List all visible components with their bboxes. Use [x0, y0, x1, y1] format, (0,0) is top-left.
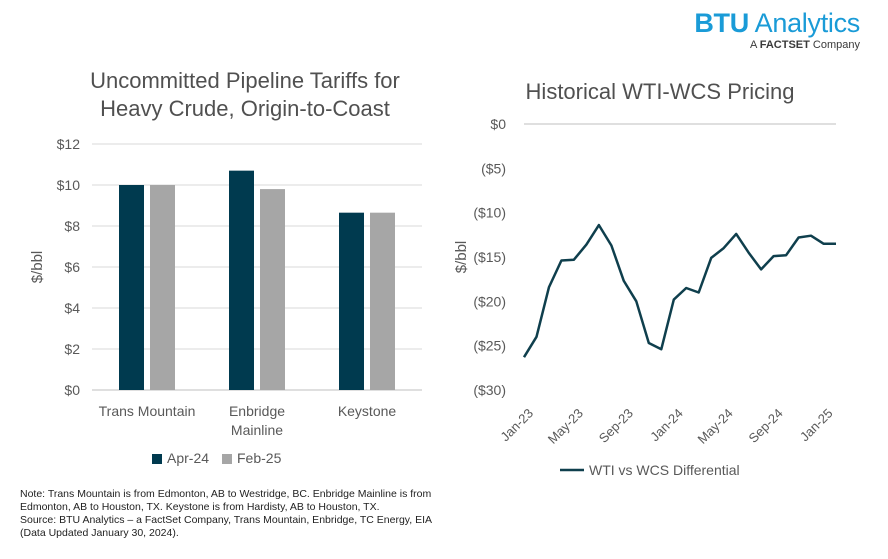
- line-y-axis-label: $/bbl: [453, 241, 470, 274]
- legend-label-apr-24: Apr-24: [167, 450, 209, 466]
- line-x-tick-label: Sep-24: [745, 406, 785, 446]
- bar-chart-title-line-1: Uncommitted Pipeline Tariffs for: [90, 68, 400, 93]
- line-chart: $0 ($5) ($10) ($15) ($20) ($25) ($30) $/bbl Jan-…: [453, 116, 836, 478]
- logo-tagline-factset: FACTSET: [759, 39, 810, 51]
- line-y-tick-label: ($20): [473, 293, 506, 309]
- wti-wcs-differential-line: [522, 223, 836, 358]
- line-x-tick-label: May-24: [695, 406, 736, 447]
- bar-y-axis-label: $/bbl: [29, 251, 46, 284]
- line-y-tick-label: ($10): [473, 205, 506, 221]
- legend-label-feb-25: Feb-25: [237, 450, 282, 466]
- btu-analytics-logo: BTU Analytics A FACTSET Company: [694, 8, 860, 51]
- line-y-tick-label: ($30): [473, 382, 506, 398]
- bar-y-tick-label: $10: [57, 177, 81, 193]
- chart-notes: Note: Trans Mountain is from Edmonton, A…: [20, 488, 435, 540]
- logo-analytics: Analytics: [748, 8, 861, 38]
- bar-category-label: Mainline: [231, 422, 283, 438]
- logo-tagline-pre: A: [749, 39, 760, 51]
- bar-y-tick-label: $0: [64, 382, 80, 398]
- bar-y-tick-label: $2: [64, 341, 80, 357]
- bar-category-label: Trans Mountain: [99, 403, 196, 419]
- line-y-tick-label: ($15): [473, 249, 506, 265]
- bar-y-tick-label: $4: [64, 300, 80, 316]
- bar-y-tick-label: $12: [57, 136, 81, 152]
- line-chart-title: Historical WTI-WCS Pricing: [525, 79, 795, 104]
- bar-category-label: Keystone: [338, 403, 397, 419]
- bar-chart-title: Uncommitted Pipeline Tariffs for Heavy C…: [40, 67, 450, 123]
- logo-wordmark: BTU Analytics: [694, 8, 860, 38]
- line-x-tick-label: Jan-23: [497, 406, 536, 445]
- legend-label-wti-wcs: WTI vs WCS Differential: [589, 462, 740, 478]
- bar-y-tick-label: $6: [64, 259, 80, 275]
- bar-y-tick-label: $8: [64, 218, 80, 234]
- line-x-tick-label: Jan-25: [797, 406, 836, 445]
- bar-apr-24: [119, 185, 144, 390]
- line-y-tick-label: ($5): [481, 160, 506, 176]
- bar-feb-25: [150, 185, 175, 390]
- bar-category-label: Enbridge: [229, 403, 285, 419]
- legend-swatch-feb-25: [222, 454, 232, 464]
- logo-tagline-post: Company: [809, 39, 860, 51]
- line-x-tick-label: Sep-23: [596, 406, 636, 446]
- bar-chart-title-line-2: Heavy Crude, Origin-to-Coast: [100, 96, 390, 121]
- logo-btu: BTU: [694, 8, 749, 38]
- line-y-tick-label: $0: [490, 116, 506, 132]
- source-text: Source: BTU Analytics – a FactSet Compan…: [20, 514, 432, 539]
- bar-feb-25: [260, 189, 285, 390]
- bar-apr-24: [339, 212, 364, 390]
- bar-apr-24: [229, 170, 254, 390]
- legend-swatch-apr-24: [152, 454, 162, 464]
- note-text: Note: Trans Mountain is from Edmonton, A…: [20, 488, 432, 513]
- line-y-tick-label: ($25): [473, 338, 506, 354]
- bar-chart: $0 $2 $4 $6 $8 $10 $12 $/bbl Trans Mountain Enbri…: [29, 136, 422, 466]
- bar-feb-25: [370, 212, 395, 390]
- logo-tagline: A FACTSET Company: [694, 39, 860, 51]
- line-x-tick-label: May-23: [545, 406, 586, 447]
- line-x-tick-label: Jan-24: [647, 406, 686, 445]
